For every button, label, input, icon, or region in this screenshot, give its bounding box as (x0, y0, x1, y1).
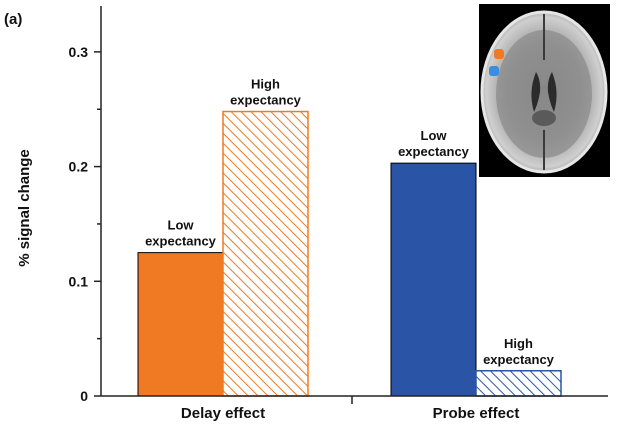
ventricle-right (547, 72, 557, 112)
bar-low-expectancy-probe (390, 162, 477, 397)
bar-high-expectancy-probe (475, 370, 562, 397)
y-tick-label: 0.2 (69, 159, 89, 175)
x-tick-label: Delay effect (181, 405, 265, 422)
brain-axial-mri-icon (479, 4, 610, 177)
bar-data-label: expectancy (230, 93, 302, 108)
panel-label: (a) (4, 11, 22, 28)
brain-center (532, 110, 556, 126)
bar-data-label: expectancy (483, 352, 555, 367)
y-axis-label: % signal change (16, 149, 33, 267)
y-tick-label: 0 (80, 388, 88, 404)
bar-data-label: Low (421, 128, 448, 143)
bar-data-label: expectancy (398, 144, 470, 159)
bar-data-label: expectancy (145, 234, 217, 249)
bar-low-expectancy-delay (137, 252, 224, 397)
activation-blob-orange (494, 49, 504, 59)
y-tick-label: 0.1 (69, 273, 89, 289)
bar-high-expectancy-delay (222, 110, 309, 397)
plot-area: LowexpectancyHighexpectancyLowexpectancy… (16, 6, 608, 422)
bar-data-label: High (251, 77, 280, 92)
y-tick-label: 0.3 (69, 44, 89, 60)
bar-data-label: Low (168, 218, 195, 233)
brain-inner-gray (496, 30, 592, 158)
ventricle-left (531, 72, 541, 112)
activation-blob-blue (489, 66, 499, 76)
x-tick-label: Probe effect (433, 405, 520, 422)
bar-data-label: High (504, 336, 533, 351)
